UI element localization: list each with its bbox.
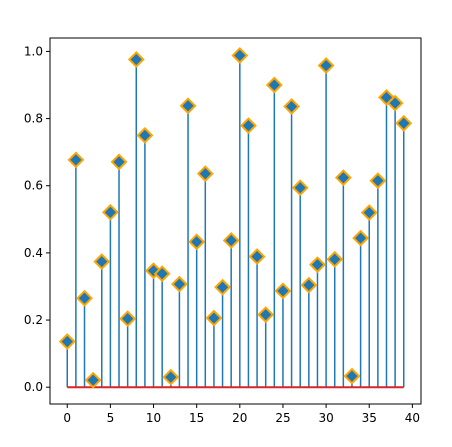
stem-marker [179, 97, 197, 115]
x-tick-label: 25 [275, 411, 290, 425]
stem-marker [222, 232, 240, 249]
x-tick-label: 15 [189, 411, 204, 425]
stems-group [66, 55, 405, 388]
stem-marker [309, 256, 326, 274]
stem-marker [171, 275, 188, 293]
x-tick-label: 40 [405, 411, 420, 425]
stem-marker [274, 282, 292, 300]
y-tick-label: 0.6 [24, 179, 43, 193]
x-tick-label: 5 [107, 411, 115, 425]
stem-marker [283, 98, 300, 115]
y-tick-label: 0.0 [24, 380, 43, 394]
y-tick-label: 0.8 [24, 112, 43, 126]
stem-marker [136, 126, 154, 144]
stem-marker [119, 310, 137, 328]
stem-marker [67, 151, 85, 169]
stem-marker [317, 57, 335, 74]
stem-marker [291, 179, 309, 197]
stem-marker [205, 309, 223, 327]
x-axis-ticks: 0 5 10 15 20 25 30 35 40 [63, 404, 420, 425]
stem-marker [326, 250, 344, 268]
stem-marker [93, 253, 111, 271]
stem-marker [369, 172, 387, 190]
stem-marker [300, 276, 318, 294]
y-tick-label: 0.2 [24, 313, 43, 327]
stem-marker [265, 76, 283, 94]
x-tick-label: 10 [146, 411, 161, 425]
stem-marker [214, 278, 231, 296]
axes-frame [49, 37, 422, 405]
stem-marker [352, 229, 370, 247]
stem-marker [231, 47, 249, 64]
stem-marker [395, 114, 413, 132]
stem-marker [334, 169, 352, 187]
y-axis-ticks: 0.0 0.2 0.4 0.6 0.8 1.0 [24, 44, 50, 394]
stem-marker [386, 94, 404, 112]
x-tick-label: 35 [362, 411, 377, 425]
stem-marker [127, 51, 145, 68]
stem-marker [248, 248, 266, 266]
y-tick-label: 1.0 [24, 44, 43, 58]
stem-marker [188, 233, 206, 251]
x-tick-label: 0 [63, 411, 71, 425]
stem-marker [240, 117, 257, 135]
y-tick-label: 0.4 [24, 246, 43, 260]
stem-marker [76, 289, 93, 307]
x-tick-label: 30 [318, 411, 333, 425]
stem-marker [360, 204, 378, 222]
stem-marker [162, 368, 180, 386]
stem-marker [58, 333, 76, 350]
stem-marker [84, 371, 102, 389]
stem-marker [101, 203, 119, 221]
x-tick-label: 20 [232, 411, 247, 425]
stem-marker [153, 265, 171, 283]
markers-group [58, 47, 413, 389]
stem-marker [257, 306, 275, 324]
stem-marker [110, 153, 128, 171]
stem-marker [343, 367, 361, 385]
stem-marker [196, 165, 214, 183]
